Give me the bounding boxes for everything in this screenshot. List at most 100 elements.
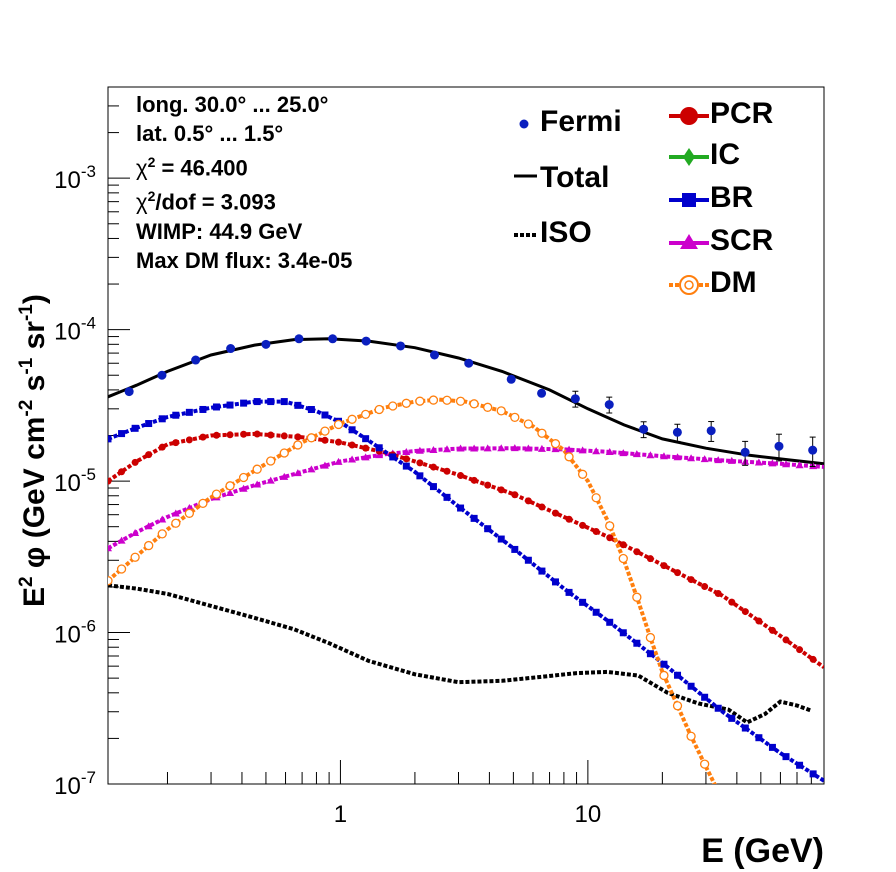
marker-dm — [672, 701, 683, 711]
marker-dm — [225, 481, 235, 491]
marker-dm — [333, 419, 344, 430]
marker-dm — [211, 489, 222, 499]
marker-br — [321, 411, 329, 419]
marker-pcr — [294, 433, 302, 441]
marker-pcr — [565, 515, 573, 523]
marker-br — [701, 693, 709, 701]
marker-dm — [632, 592, 642, 602]
marker-dm — [455, 396, 466, 406]
marker-dm — [618, 553, 628, 564]
marker-scr — [456, 444, 465, 452]
marker-br — [375, 444, 383, 452]
marker-pcr — [592, 527, 600, 535]
marker-pcr — [280, 432, 288, 440]
marker-br — [280, 398, 288, 406]
marker-dm — [157, 529, 167, 539]
marker-br — [606, 618, 614, 626]
marker-scr — [320, 461, 329, 469]
y-tick-label: 10-5 — [54, 465, 96, 497]
marker-pcr — [551, 509, 559, 517]
marker-dm — [144, 540, 154, 551]
legend-marker-inner-dm — [684, 280, 694, 290]
marker-dm — [415, 396, 425, 406]
marker-dm — [699, 759, 710, 769]
legend-marker-fermi — [519, 119, 529, 129]
series-markers — [108, 395, 818, 778]
marker-br — [402, 462, 410, 470]
marker-br — [240, 399, 248, 407]
marker-br — [389, 453, 397, 461]
legend-label-iso: ISO — [540, 216, 592, 249]
marker-br — [551, 578, 559, 586]
marker-pcr — [226, 431, 234, 439]
fermi-point — [808, 445, 818, 455]
info-line: Max DM flux: 3.4e-05 — [136, 247, 353, 273]
marker-scr — [782, 460, 791, 468]
series-line-dm — [108, 397, 717, 784]
marker-scr — [293, 469, 302, 477]
marker-pcr — [429, 463, 437, 471]
marker-dm — [306, 433, 317, 443]
marker-pcr — [348, 441, 356, 449]
marker-pcr — [335, 438, 343, 446]
marker-pcr — [402, 455, 410, 463]
marker-pcr — [619, 541, 627, 549]
legend-label-fermi: Fermi — [540, 105, 622, 138]
info-line: χ2/dof = 3.093 — [136, 188, 276, 215]
marker-br — [633, 639, 641, 647]
legend-label-pcr: PCR — [710, 97, 774, 130]
marker-scr — [144, 522, 153, 530]
marker-br — [714, 704, 722, 712]
marker-scr — [632, 450, 641, 458]
marker-scr — [375, 451, 384, 459]
legend-marker-scr — [680, 234, 698, 249]
marker-scr — [768, 459, 777, 467]
marker-br — [538, 567, 546, 575]
marker-br — [145, 420, 153, 428]
marker-scr — [510, 444, 519, 452]
marker-pcr — [362, 444, 370, 452]
marker-dm — [537, 428, 547, 438]
info-line: lat. 0.5° ... 1.5° — [136, 121, 284, 146]
marker-pcr — [497, 486, 505, 494]
marker-dm — [266, 456, 276, 466]
fermi-point — [226, 344, 236, 354]
marker-br — [199, 405, 207, 413]
marker-pcr — [809, 655, 817, 663]
fermi-point — [604, 400, 614, 410]
marker-br — [497, 535, 505, 543]
marker-scr — [497, 444, 506, 452]
marker-pcr — [633, 548, 641, 556]
marker-pcr — [158, 443, 166, 451]
marker-dm — [401, 398, 411, 408]
marker-br — [755, 734, 763, 742]
marker-br — [443, 493, 451, 501]
legend-marker-ic — [683, 148, 695, 166]
marker-br — [348, 426, 356, 434]
marker-scr — [108, 544, 112, 552]
marker-br — [619, 629, 627, 637]
marker-dm — [374, 404, 384, 415]
marker-br — [674, 671, 682, 679]
marker-pcr — [267, 431, 275, 439]
marker-dm — [577, 469, 588, 479]
marker-pcr — [118, 468, 126, 476]
marker-dm — [360, 409, 371, 420]
marker-br — [768, 743, 776, 751]
fermi-points — [124, 334, 818, 468]
marker-br — [118, 430, 126, 438]
marker-pcr — [131, 458, 139, 466]
marker-dm — [550, 439, 561, 449]
marker-pcr — [660, 562, 668, 570]
fermi-point — [294, 334, 304, 344]
info-line: WIMP: 44.9 GeV — [136, 218, 303, 244]
series-line-iso — [108, 583, 812, 725]
marker-dm — [388, 401, 398, 411]
marker-dm — [130, 552, 140, 562]
marker-scr — [348, 455, 357, 463]
marker-pcr — [701, 583, 709, 591]
marker-scr — [646, 451, 655, 459]
fermi-point — [191, 355, 201, 365]
marker-pcr — [443, 467, 451, 475]
fermi-point — [157, 370, 167, 380]
